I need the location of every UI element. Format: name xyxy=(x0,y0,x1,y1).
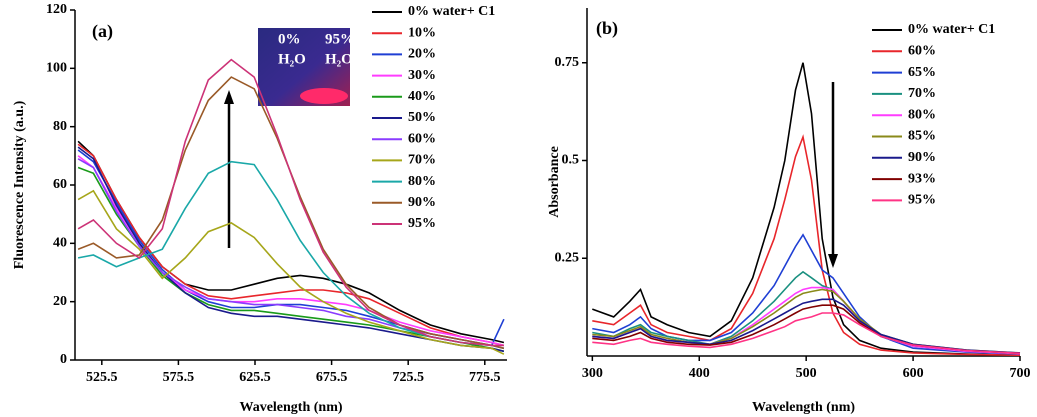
inset-label: H₂O xyxy=(278,51,306,67)
y-axis-label: Fluorescence Intensity (a.u.) xyxy=(12,100,27,269)
spectrum-line xyxy=(592,304,1021,355)
legend-label: 80% xyxy=(408,174,436,189)
legend-label: 50% xyxy=(408,110,436,125)
legend-label: 70% xyxy=(908,86,936,101)
legend-label: 90% xyxy=(408,195,436,210)
y-tick-label: 80 xyxy=(53,119,67,134)
spectrum-line xyxy=(592,288,1021,354)
legend-label: 60% xyxy=(908,44,936,59)
legend-label: 70% xyxy=(408,153,436,168)
panel-label: (a) xyxy=(92,21,113,42)
x-tick-label: 525.5 xyxy=(86,370,118,385)
x-tick-label: 575.5 xyxy=(163,370,195,385)
legend-label: 60% xyxy=(408,131,436,146)
legend-label: 65% xyxy=(908,65,936,80)
spectrum-line xyxy=(592,62,1021,356)
legend-label: 10% xyxy=(408,25,436,40)
y-tick-label: 60 xyxy=(53,177,67,192)
x-tick-label: 625.5 xyxy=(239,370,271,385)
spectrum-line xyxy=(592,298,1021,354)
inset-label: 0% xyxy=(278,31,301,47)
legend-label: 90% xyxy=(908,150,936,165)
spectrum-line xyxy=(592,286,1021,355)
arrow-head xyxy=(224,90,234,104)
spectrum-line xyxy=(592,134,1021,356)
x-axis-label: Wavelength (nm) xyxy=(239,400,342,415)
y-tick-label: 0.25 xyxy=(555,250,580,265)
y-tick-label: 100 xyxy=(46,61,67,76)
x-tick-label: 500 xyxy=(796,366,817,381)
x-axis-label: Wavelength (nm) xyxy=(752,400,855,415)
legend-label: 20% xyxy=(408,47,436,62)
y-tick-label: 0 xyxy=(60,352,67,367)
x-tick-label: 300 xyxy=(582,366,603,381)
legend-label: 80% xyxy=(908,107,936,122)
spectrum-line xyxy=(77,189,505,355)
inset-label: H₂O xyxy=(325,51,353,67)
x-tick-label: 700 xyxy=(1010,366,1031,381)
spectrum-line xyxy=(77,143,505,347)
legend-label: 93% xyxy=(908,171,936,186)
arrow-head xyxy=(828,254,838,268)
legend-label: 0% water+ C1 xyxy=(408,4,495,19)
x-tick-label: 600 xyxy=(903,366,924,381)
legend-label: 40% xyxy=(408,89,436,104)
x-tick-label: 725.5 xyxy=(392,370,424,385)
panel-label: (b) xyxy=(596,18,618,39)
x-tick-label: 675.5 xyxy=(316,370,348,385)
inset-label: 95% xyxy=(325,31,355,47)
legend-label: 85% xyxy=(908,129,936,144)
spectrum-line xyxy=(77,166,505,353)
x-tick-label: 775.5 xyxy=(469,370,501,385)
x-tick-label: 400 xyxy=(689,366,710,381)
inset-glow xyxy=(300,88,348,104)
y-tick-label: 120 xyxy=(46,2,67,17)
spectrum-line xyxy=(592,270,1021,355)
spectrum-line xyxy=(77,76,505,350)
y-tick-label: 0.75 xyxy=(555,55,580,70)
y-tick-label: 0.5 xyxy=(562,153,580,168)
legend-label: 0% water+ C1 xyxy=(908,22,995,37)
spectrum-line xyxy=(77,58,504,347)
legend-label: 30% xyxy=(408,68,436,83)
legend-label: 95% xyxy=(408,216,436,231)
spectrum-line xyxy=(592,312,1021,355)
legend-label: 95% xyxy=(908,193,936,208)
y-tick-label: 40 xyxy=(53,236,67,251)
y-axis-label: Absorbance xyxy=(547,146,562,218)
y-tick-label: 20 xyxy=(53,294,67,309)
